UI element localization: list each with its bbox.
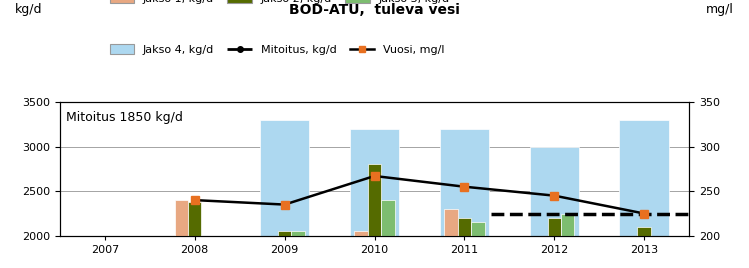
Bar (561, 214, 574, 236)
Bar (471, 222, 485, 236)
Bar (458, 218, 471, 236)
Bar (444, 209, 458, 236)
Bar (637, 227, 651, 236)
Legend: Jakso 4, kg/d, Mitoitus, kg/d, Vuosi, mg/l: Jakso 4, kg/d, Mitoitus, kg/d, Vuosi, mg… (109, 44, 445, 55)
Text: BOD-ATU,  tuleva vesi: BOD-ATU, tuleva vesi (289, 3, 460, 17)
Bar (381, 200, 395, 236)
Bar (350, 129, 399, 236)
Bar (260, 120, 309, 236)
Text: Mitoitus 1850 kg/d: Mitoitus 1850 kg/d (66, 111, 183, 124)
Bar (440, 129, 489, 236)
Bar (368, 164, 381, 236)
Bar (291, 231, 305, 236)
Bar (530, 147, 579, 236)
Text: mg/l: mg/l (706, 3, 734, 16)
Bar (188, 202, 201, 236)
Bar (548, 218, 561, 236)
Bar (278, 231, 291, 236)
Text: kg/d: kg/d (15, 3, 43, 16)
Bar (175, 200, 188, 236)
Bar (619, 120, 669, 236)
Bar (354, 231, 368, 236)
